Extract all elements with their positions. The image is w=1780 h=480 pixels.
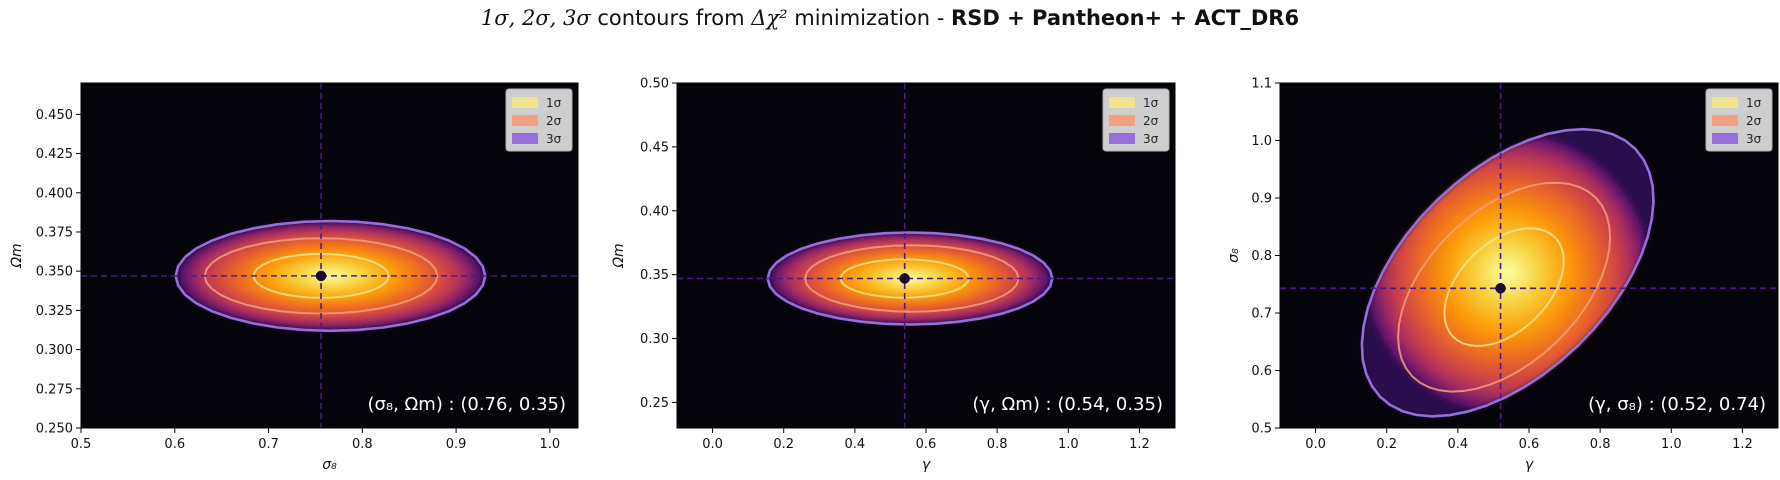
y-tick-label: 0.8 — [1251, 249, 1272, 264]
y-tick-label: 0.375 — [36, 225, 73, 240]
y-axis-label: Ωm — [9, 243, 25, 268]
legend-swatch-3sigma — [1712, 133, 1738, 144]
best-fit-annotation: (γ, σ₈) : (0.52, 0.74) — [1588, 394, 1766, 415]
plot-area: (γ, σ₈) : (0.52, 0.74) 1σ 2σ 3σ — [1280, 83, 1778, 428]
figure-title: 1σ, 2σ, 3σ contours from Δχ² minimizatio… — [0, 6, 1780, 30]
x-axis-label: γ — [1525, 457, 1534, 473]
y-tick-label: 0.5 — [1251, 422, 1272, 437]
title-text: contours from — [590, 6, 752, 30]
x-tick-label: 0.6 — [164, 437, 185, 452]
legend-label-2sigma: 2σ — [546, 114, 562, 128]
y-tick-label: 0.50 — [640, 77, 669, 92]
legend-swatch-1sigma — [1712, 97, 1738, 108]
y-tick-label: 0.9 — [1251, 192, 1272, 207]
y-tick-label: 0.275 — [36, 382, 73, 397]
x-axis-label: σ₈ — [322, 457, 337, 473]
y-tick-label: 0.25 — [640, 396, 669, 411]
x-tick-label: 0.8 — [352, 437, 373, 452]
chart-panel-1: (σ₈, Ωm) : (0.76, 0.35) 1σ 2σ 3σ 0.5 0.6 0.7 0.… — [9, 82, 579, 473]
density-heatmap — [1361, 129, 1654, 417]
x-tick-label: 0.4 — [1448, 437, 1469, 452]
x-tick-label: 1.0 — [1661, 437, 1682, 452]
contour-2sigma — [804, 244, 1020, 313]
y-tick-label: 0.40 — [640, 204, 669, 219]
x-tick-label: 1.0 — [1058, 437, 1079, 452]
y-tick-label: 0.425 — [36, 147, 73, 162]
contour-1sigma — [1443, 227, 1565, 347]
y-axis-label: Ωm — [611, 243, 627, 268]
contour-2sigma — [1397, 181, 1612, 393]
best-fit-marker — [315, 270, 327, 282]
x-tick-label: 0.0 — [702, 437, 723, 452]
y-tick-label: 0.325 — [36, 304, 73, 319]
best-fit-annotation: (γ, Ωm) : (0.54, 0.35) — [972, 394, 1163, 415]
legend-swatch-2sigma — [1712, 115, 1738, 126]
y-tick-label: 0.45 — [640, 140, 669, 155]
y-tick-label: 0.250 — [36, 422, 73, 437]
x-tick-label: 0.0 — [1305, 437, 1326, 452]
legend-label-1sigma: 1σ — [1143, 96, 1159, 110]
contour-3sigma — [1360, 127, 1655, 418]
y-tick-label: 0.6 — [1251, 364, 1272, 379]
legend-label-2sigma: 2σ — [1746, 114, 1762, 128]
y-tick-label: 0.35 — [640, 268, 669, 283]
x-tick-label: 1.0 — [540, 437, 561, 452]
x-tick-label: 0.4 — [845, 437, 866, 452]
y-tick-label: 0.7 — [1251, 307, 1272, 322]
x-tick-label: 1.2 — [1129, 437, 1150, 452]
legend-label-1sigma: 1σ — [546, 96, 562, 110]
title-sigma-levels: 1σ, 2σ, 3σ — [480, 6, 591, 30]
x-tick-label: 0.2 — [773, 437, 794, 452]
title-datasets: RSD + Pantheon+ + ACT_DR6 — [951, 6, 1300, 30]
x-tick-label: 0.8 — [1590, 437, 1611, 452]
plot-area: (σ₈, Ωm) : (0.76, 0.35) 1σ 2σ 3σ — [81, 83, 578, 428]
y-tick-label: 0.30 — [640, 332, 669, 347]
y-tick-label: 1.1 — [1251, 77, 1272, 92]
x-tick-label: 0.2 — [1376, 437, 1397, 452]
legend: 1σ 2σ 3σ — [505, 88, 573, 152]
legend-swatch-1sigma — [512, 97, 538, 108]
legend-swatch-2sigma — [512, 115, 538, 126]
chart-panel-2: (γ, Ωm) : (0.54, 0.35) 1σ 2σ 3σ 0.0 0.2 0.4 0.6… — [611, 77, 1176, 473]
x-tick-label: 0.6 — [1519, 437, 1540, 452]
chart-panel-3: (γ, σ₈) : (0.52, 0.74) 1σ 2σ 3σ 0.0 0.2 0.4 0.6… — [1226, 77, 1779, 473]
x-tick-label: 1.2 — [1732, 437, 1753, 452]
legend-swatch-2sigma — [1109, 115, 1135, 126]
y-tick-label: 0.350 — [36, 265, 73, 280]
x-tick-label: 0.5 — [71, 437, 92, 452]
density-heatmap — [175, 221, 486, 331]
legend-swatch-3sigma — [1109, 133, 1135, 144]
x-axis-label: γ — [922, 457, 931, 473]
legend: 1σ 2σ 3σ — [1705, 88, 1773, 152]
y-tick-label: 0.300 — [36, 343, 73, 358]
legend: 1σ 2σ 3σ — [1102, 88, 1170, 152]
legend-label-1sigma: 1σ — [1746, 96, 1762, 110]
legend-swatch-3sigma — [512, 133, 538, 144]
title-delta-chi2: Δχ² — [751, 6, 788, 30]
y-axis-label: σ₈ — [1226, 248, 1242, 263]
best-fit-marker — [1495, 283, 1506, 294]
legend-swatch-1sigma — [1109, 97, 1135, 108]
x-tick-label: 0.8 — [987, 437, 1008, 452]
y-tick-label: 0.400 — [36, 186, 73, 201]
y-tick-label: 1.0 — [1251, 134, 1272, 149]
title-text-2: minimization - — [787, 6, 952, 30]
best-fit-marker — [899, 273, 910, 284]
legend-label-3sigma: 3σ — [1746, 132, 1762, 146]
legend-label-3sigma: 3σ — [1143, 132, 1159, 146]
x-tick-label: 0.6 — [916, 437, 937, 452]
legend-label-3sigma: 3σ — [546, 132, 562, 146]
best-fit-annotation: (σ₈, Ωm) : (0.76, 0.35) — [367, 394, 566, 415]
y-tick-label: 0.450 — [36, 108, 73, 123]
legend-label-2sigma: 2σ — [1143, 114, 1159, 128]
x-tick-label: 0.9 — [446, 437, 467, 452]
x-tick-label: 0.7 — [258, 437, 279, 452]
plot-area: (γ, Ωm) : (0.54, 0.35) 1σ 2σ 3σ — [677, 83, 1175, 428]
axes-frame — [80, 82, 579, 429]
